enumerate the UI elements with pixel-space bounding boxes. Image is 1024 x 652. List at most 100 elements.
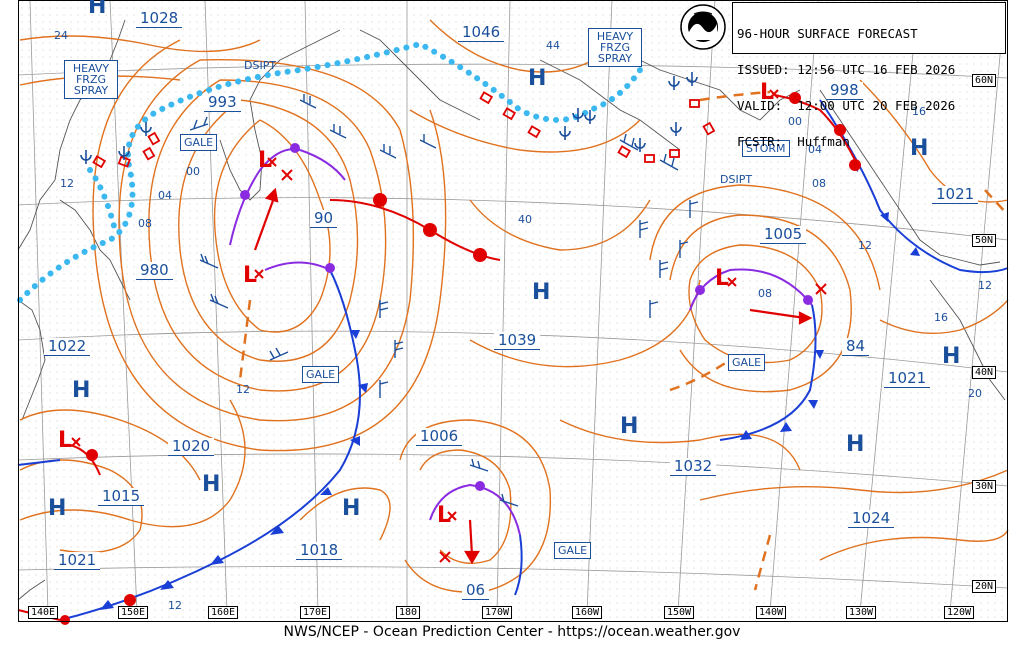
isobar-label: 00: [788, 115, 802, 128]
storm-warning-label: STORM: [742, 140, 790, 157]
latitude-label: 50N: [972, 234, 997, 247]
map-frame: [18, 0, 1008, 622]
pressure-label: 1020: [168, 438, 215, 456]
isobar-label: 08: [138, 217, 152, 230]
pressure-label: 1022: [44, 338, 91, 356]
gale-warning-label: GALE: [728, 354, 766, 371]
occluded-symbols: [240, 143, 813, 491]
low-center-bering: L: [258, 148, 273, 173]
pressure-label: 1015: [98, 488, 145, 506]
high-center: H: [528, 66, 547, 91]
isobar-label: 08: [812, 177, 826, 190]
valid-time: VALID: 12:00 UTC 20 FEB 2026: [737, 98, 956, 113]
isobar-label: 12: [858, 239, 872, 252]
high-center: H: [942, 344, 961, 369]
low-center-subtropical-label: L: [437, 503, 452, 528]
troughs: [238, 90, 1009, 591]
occluded-fronts: [229, 148, 813, 536]
gale-warning-label: GALE: [180, 134, 218, 151]
low-center-west-pacific: L: [243, 263, 258, 288]
heavy-freezing-spray-label: HEAVY FRZG SPRAY: [64, 60, 118, 99]
isobar-label: 04: [808, 143, 822, 156]
longitude-label: 130W: [846, 606, 877, 619]
storm-motion-arrows: [253, 187, 813, 565]
isobar-label: 20: [968, 387, 982, 400]
high-center: H: [72, 378, 91, 403]
latitude-label: 40N: [972, 366, 997, 379]
low-center-japan: L: [58, 428, 73, 453]
wind-barbs: [189, 94, 699, 507]
high-center: H: [620, 414, 639, 439]
longitude-label: 140E: [28, 606, 59, 619]
gale-warning-label: GALE: [554, 542, 592, 559]
isobar-label: 04: [158, 189, 172, 202]
isobar-label: 44: [546, 39, 560, 52]
pressure-label: 1032: [670, 458, 717, 476]
longitude-label: 150E: [118, 606, 149, 619]
warm-front-bumps: [60, 92, 861, 625]
pressure-label: 1018: [296, 542, 343, 560]
isobar-label: 16: [912, 105, 926, 118]
pressure-label: 1024: [848, 510, 895, 528]
pressure-label: 998: [826, 82, 863, 100]
pressure-label: 84: [842, 338, 870, 356]
dissipating-label: DSIPT: [244, 59, 277, 72]
high-center: H: [48, 496, 67, 521]
longitude-label: 170W: [482, 606, 513, 619]
noaa-logo: [680, 4, 726, 50]
longitude-label: 170E: [300, 606, 331, 619]
freezing-spray-symbols: [92, 91, 716, 169]
isobar-label: 12: [236, 383, 250, 396]
pressure-label: 90: [310, 210, 338, 228]
isobar-label: 08: [758, 287, 772, 300]
pressure-label: 980: [136, 262, 173, 280]
pressure-label: 1005: [760, 226, 807, 244]
longitude-label: 160W: [572, 606, 603, 619]
longitude-label: 140W: [756, 606, 787, 619]
gale-warning-label: GALE: [302, 366, 340, 383]
latitude-label: 20N: [972, 580, 997, 593]
forecaster: FCSTR: Huffman: [737, 134, 850, 149]
heavy-freezing-spray-label: HEAVY FRZG SPRAY: [588, 28, 642, 67]
high-center: H: [88, 0, 107, 19]
longitude-label: 160E: [208, 606, 239, 619]
longitude-label: 180: [396, 606, 421, 619]
dissipating-label: DSIPT: [720, 173, 753, 186]
isobar-label: 12: [978, 279, 992, 292]
longitude-label: 150W: [664, 606, 695, 619]
forecast-x-markers: [71, 89, 827, 563]
ice-accretion-symbols: [80, 72, 698, 164]
isobar-label: 12: [60, 177, 74, 190]
pressure-label: 1028: [136, 10, 183, 28]
pressure-label: 1046: [458, 24, 505, 42]
high-center: H: [910, 136, 929, 161]
high-center: H: [202, 472, 221, 497]
coastlines: [17, 19, 1006, 601]
pressure-label: 1021: [54, 552, 101, 570]
isobar-label: 24: [54, 29, 68, 42]
latitude-label: 60N: [972, 74, 997, 87]
low-center-east-pacific: L: [715, 266, 730, 291]
high-center: H: [342, 496, 361, 521]
pressure-label: 1039: [494, 332, 541, 350]
isobar-label: 12: [168, 599, 182, 612]
product-title: 96-HOUR SURFACE FORECAST: [737, 26, 918, 41]
pressure-label: 1021: [932, 186, 979, 204]
isobar-label: 40: [518, 213, 532, 226]
pressure-label: 993: [204, 94, 241, 112]
pressure-label: 1006: [416, 428, 463, 446]
low-center-gulf-alaska: L: [760, 80, 775, 105]
high-center: H: [532, 280, 551, 305]
ice-edge: [17, 40, 643, 303]
high-center: H: [846, 432, 865, 457]
isobar-label: 16: [934, 311, 948, 324]
forecast-header: 96-HOUR SURFACE FORECAST ISSUED: 12:56 U…: [732, 2, 1006, 148]
pressure-label: 06: [462, 582, 490, 600]
issued-time: ISSUED: 12:56 UTC 16 FEB 2026: [737, 62, 956, 77]
latitude-label: 30N: [972, 480, 997, 493]
footer-credit: NWS/NCEP - Ocean Prediction Center - htt…: [283, 624, 741, 640]
isobar-label: 00: [186, 165, 200, 178]
longitude-label: 120W: [944, 606, 975, 619]
cold-front-barbs: [100, 162, 920, 610]
